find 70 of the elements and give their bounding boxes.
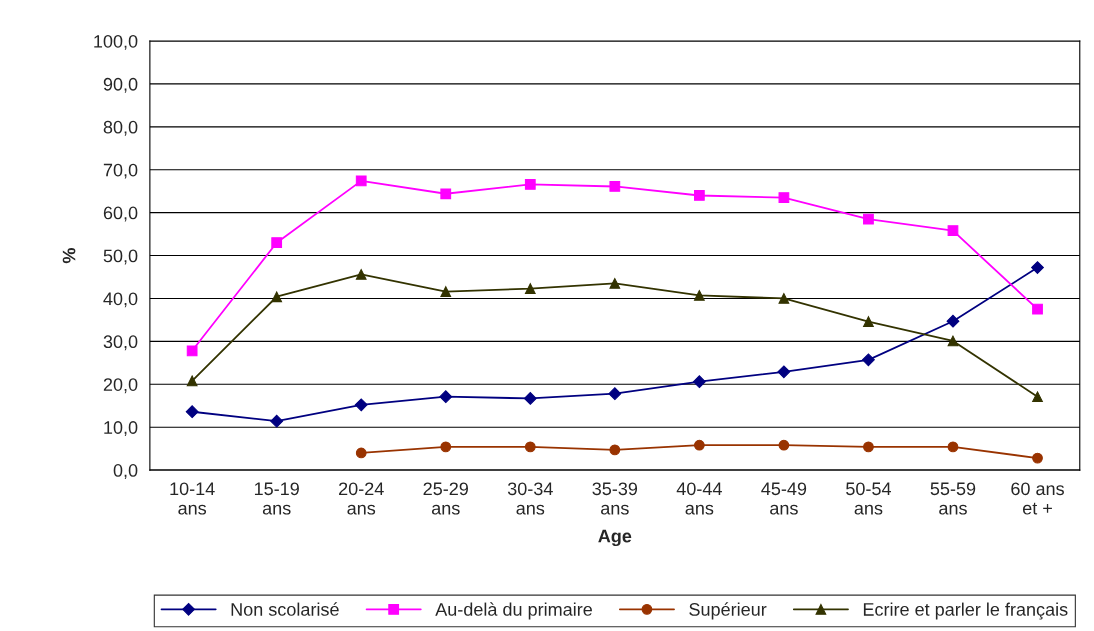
y-tick-label: 0,0	[113, 464, 138, 479]
y-tick-label: 40,0	[103, 292, 138, 308]
y-axis-title: %	[62, 248, 76, 264]
point	[524, 441, 536, 453]
y-tick-label: 100,0	[94, 34, 138, 50]
x-tick-label: 15-19 ans	[254, 482, 299, 515]
legend-label: Supérieur	[689, 602, 767, 620]
point	[186, 375, 198, 387]
point	[609, 181, 621, 192]
point	[693, 439, 705, 451]
point	[947, 441, 959, 453]
point	[524, 178, 536, 190]
point	[693, 190, 705, 201]
y-tick-label: 50,0	[103, 249, 138, 265]
point	[863, 441, 874, 453]
point	[440, 188, 452, 200]
y-tick-label: 20,0	[103, 378, 138, 394]
x-tick-label: 60 ans et +	[1011, 482, 1064, 515]
x-tick-label: 10-14 ans	[170, 482, 215, 515]
x-tick-label: 45-49 ans	[761, 482, 807, 515]
point	[862, 353, 875, 367]
point	[946, 314, 960, 328]
point	[609, 444, 621, 456]
point	[1032, 391, 1043, 403]
x-tick-label: 40-44 ans	[676, 482, 722, 515]
point	[355, 447, 367, 459]
legend-label: Au-delà du primaire	[435, 602, 592, 620]
point	[778, 293, 790, 304]
point	[523, 392, 537, 405]
y-tick-label: 60,0	[103, 206, 138, 222]
legend-label: Non scolarisé	[231, 602, 339, 616]
point	[863, 316, 874, 328]
point	[947, 335, 959, 347]
y-tick-label: 30,0	[103, 335, 138, 351]
point	[1032, 303, 1043, 315]
point	[947, 225, 959, 237]
y-tick-label: 80,0	[103, 120, 138, 136]
x-tick-label: 20-24 ans	[339, 482, 384, 515]
y-tick-label: 90,0	[103, 77, 138, 93]
point	[185, 405, 199, 419]
point	[863, 213, 874, 225]
point	[186, 345, 198, 357]
point	[355, 175, 367, 187]
x-tick-label: 50-54 ans	[846, 482, 891, 515]
point	[609, 278, 621, 289]
point	[693, 290, 705, 301]
y-tick-label: 10,0	[104, 421, 138, 437]
x-tick-label: 30-34 ans	[507, 482, 553, 515]
x-tick-label: 55-59 ans	[930, 482, 976, 515]
point	[692, 375, 706, 389]
point	[608, 387, 622, 401]
point	[524, 283, 536, 294]
legend-label: Ecrire et parler le français	[863, 602, 1068, 620]
point	[355, 269, 367, 280]
point	[440, 286, 452, 297]
point	[271, 291, 283, 303]
point	[778, 192, 790, 204]
point	[354, 398, 368, 412]
point	[1032, 452, 1043, 464]
x-tick-label: 25-29 ans	[423, 482, 468, 515]
point	[778, 439, 790, 451]
x-tick-label: 35-39 ans	[592, 482, 638, 515]
point	[439, 390, 453, 404]
point	[270, 414, 284, 428]
point	[1031, 261, 1044, 274]
point	[440, 441, 452, 453]
x-axis-title: Age	[598, 529, 632, 547]
y-tick-label: 70,0	[103, 163, 138, 179]
point	[271, 237, 283, 249]
point	[777, 365, 791, 379]
